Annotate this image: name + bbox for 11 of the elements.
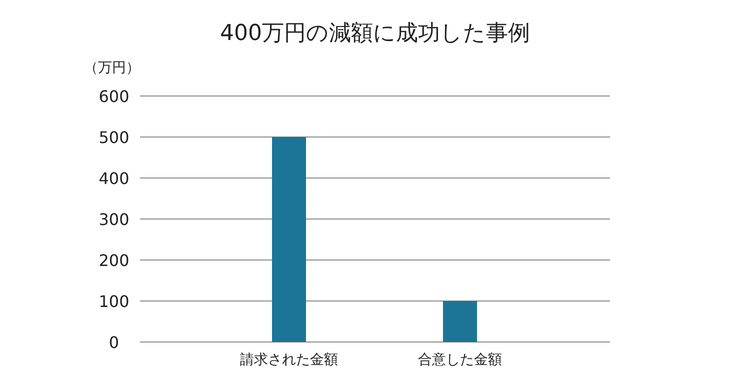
y-tick-label: 400	[98, 169, 130, 188]
y-axis-title: （万円）	[84, 60, 140, 76]
y-tick-label: 600	[98, 87, 130, 106]
y-tick-label: 200	[98, 251, 130, 270]
y-tick-label: 0	[108, 333, 120, 352]
x-tick-label: 合意した金額	[418, 352, 502, 368]
y-tick-label: 300	[98, 210, 130, 229]
chart-title: 400万円の減額に成功した事例	[220, 21, 530, 46]
x-tick-label: 請求された金額	[240, 352, 338, 368]
y-tick-label: 500	[98, 128, 130, 147]
y-tick-label: 100	[98, 292, 130, 311]
